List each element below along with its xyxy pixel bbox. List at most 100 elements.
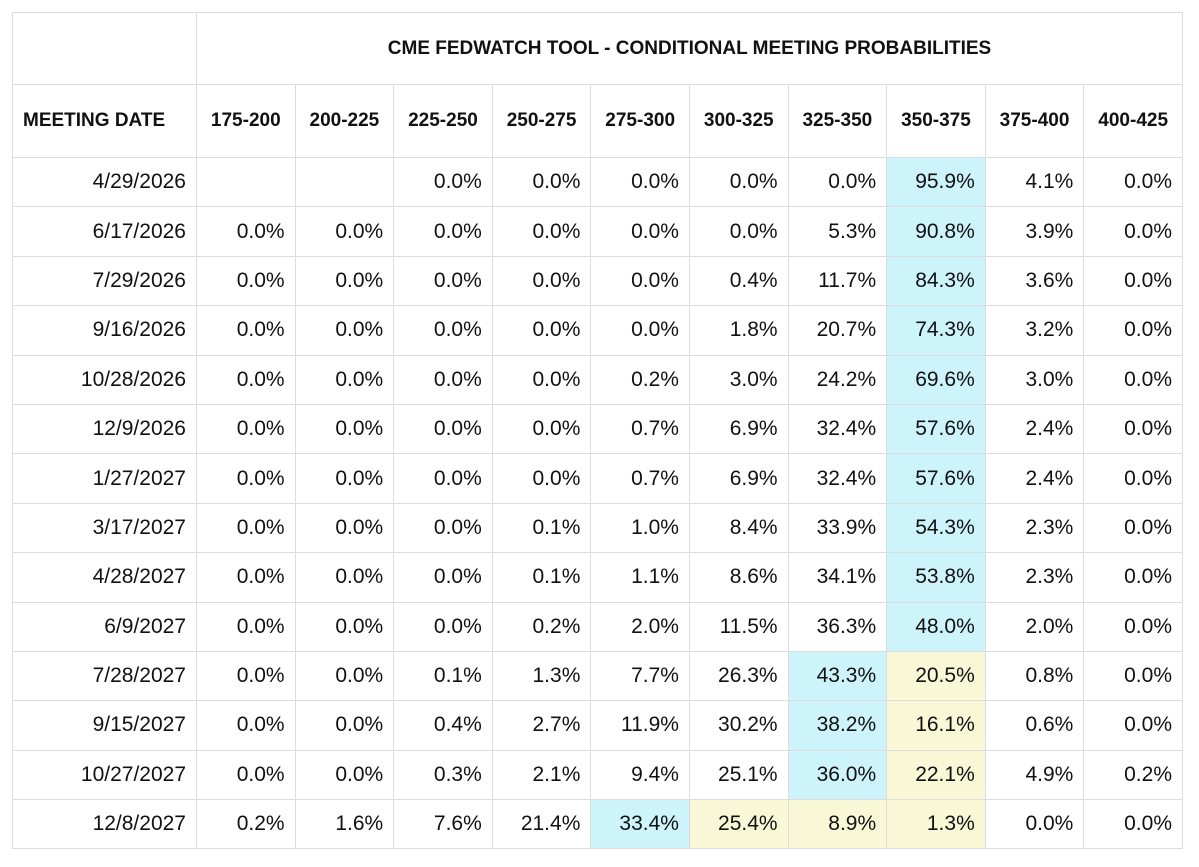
probability-cell: 0.4% [688,255,789,307]
probability-cell: 0.0% [393,403,493,455]
probability-cell: 0.1% [491,502,592,554]
probability-cell: 0.0% [393,354,493,405]
probability-cell: 0.0% [393,305,493,356]
probability-cell: 6.9% [688,453,789,504]
probability-cell: 20.7% [787,305,888,356]
probability-cell: 0.7% [590,403,690,455]
probability-cell: 0.0% [491,403,592,455]
corner-cell [12,12,197,85]
probability-cell: 0.0% [491,255,592,307]
highlighted-cell: 57.6% [886,403,986,455]
probability-cell: 8.4% [688,502,789,554]
probability-cell: 0.0% [1083,403,1183,455]
probability-cell: 33.9% [787,502,888,554]
highlighted-cell: 74.3% [886,305,986,356]
highlighted-cell: 90.8% [886,206,986,257]
date-header: MEETING DATE [12,84,197,158]
highlighted-cell: 1.3% [886,799,986,850]
meeting-date: 6/17/2026 [12,206,197,257]
probability-cell: 0.0% [393,255,493,307]
probability-cell: 1.0% [590,502,690,554]
probability-cell: 0.0% [294,650,395,702]
meeting-date: 12/8/2027 [12,799,197,850]
column-header: 325-350 [787,84,888,158]
probability-cell: 0.0% [196,650,296,702]
table-row: 6/9/2027 0.0% 0.0% 0.0% 0.2% 2.0% 11.5% 36.3% 48… [12,601,1183,652]
probability-cell: 0.0% [393,206,493,257]
probability-cell: 0.0% [294,502,395,554]
probability-cell: 24.2% [787,354,888,405]
probability-cell: 2.0% [590,601,690,652]
column-header: 200-225 [294,84,395,158]
meeting-date: 4/28/2027 [12,552,197,603]
probability-cell: 2.3% [984,502,1085,554]
probability-cell: 0.1% [393,650,493,702]
probability-cell: 8.6% [688,552,789,603]
probability-cell: 0.0% [590,255,690,307]
probability-cell: 1.6% [294,799,395,850]
probability-cell: 11.9% [590,700,690,751]
column-header: 250-275 [491,84,592,158]
probability-cell: 0.0% [1083,453,1183,504]
probability-cell: 0.0% [196,403,296,455]
column-header: 375-400 [984,84,1085,158]
meeting-date: 7/28/2027 [12,650,197,702]
probability-cell: 7.6% [393,799,493,850]
highlighted-cell: 22.1% [886,749,986,801]
highlighted-cell: 33.4% [590,799,690,850]
probability-cell: 0.6% [984,700,1085,751]
probability-cell: 2.7% [491,700,592,751]
empty-cell [196,156,296,208]
probability-cell: 0.0% [590,156,690,208]
probability-cell: 5.3% [787,206,888,257]
probability-cell: 0.0% [1083,354,1183,405]
probability-cell: 0.0% [294,453,395,504]
probability-cell: 9.4% [590,749,690,801]
probability-cell: 0.0% [196,354,296,405]
table-row: 10/28/2026 0.0% 0.0% 0.0% 0.0% 0.2% 3.0% 24.2% 6… [12,354,1183,405]
table-row: 10/27/2027 0.0% 0.0% 0.3% 2.1% 9.4% 25.1% 36.0%… [12,749,1183,801]
probability-cell: 4.9% [984,749,1085,801]
probability-cell: 0.0% [984,799,1085,850]
probability-cell: 0.0% [688,206,789,257]
meeting-date: 4/29/2026 [12,156,197,208]
column-header: 225-250 [393,84,493,158]
meeting-date: 1/27/2027 [12,453,197,504]
probability-cell: 0.0% [1083,255,1183,307]
probability-cell: 0.0% [196,700,296,751]
probability-cell: 0.0% [1083,552,1183,603]
probability-cell: 11.7% [787,255,888,307]
probability-cell: 0.0% [1083,305,1183,356]
probability-cell: 0.0% [491,305,592,356]
column-header: 275-300 [590,84,690,158]
table-row: 4/28/2027 0.0% 0.0% 0.0% 0.1% 1.1% 8.6% 34.1% 53… [12,552,1183,603]
meeting-date: 12/9/2026 [12,403,197,455]
column-header: 175-200 [196,84,296,158]
probability-cell: 0.0% [393,601,493,652]
highlighted-cell: 16.1% [886,700,986,751]
table-title: CME FEDWATCH TOOL - CONDITIONAL MEETING … [196,12,1183,85]
probability-cell: 2.4% [984,453,1085,504]
table-row: 1/27/2027 0.0% 0.0% 0.0% 0.0% 0.7% 6.9% 32.4% 57… [12,453,1183,504]
highlighted-cell: 38.2% [787,700,888,751]
probability-cell: 0.0% [491,156,592,208]
probability-cell: 0.0% [393,502,493,554]
probability-cell: 26.3% [688,650,789,702]
empty-cell [294,156,395,208]
probability-cell: 0.0% [196,453,296,504]
probability-cell: 32.4% [787,453,888,504]
probability-cell: 0.0% [196,502,296,554]
probability-cell: 0.0% [196,206,296,257]
probability-cell: 3.2% [984,305,1085,356]
probability-cell: 3.0% [688,354,789,405]
probability-cell: 0.0% [1083,156,1183,208]
probability-cell: 0.0% [491,206,592,257]
probability-cell: 0.0% [294,552,395,603]
probability-cell: 2.0% [984,601,1085,652]
probability-cell: 1.8% [688,305,789,356]
meeting-date: 10/28/2026 [12,354,197,405]
highlighted-cell: 69.6% [886,354,986,405]
column-header: 300-325 [688,84,789,158]
probability-cell: 25.1% [688,749,789,801]
